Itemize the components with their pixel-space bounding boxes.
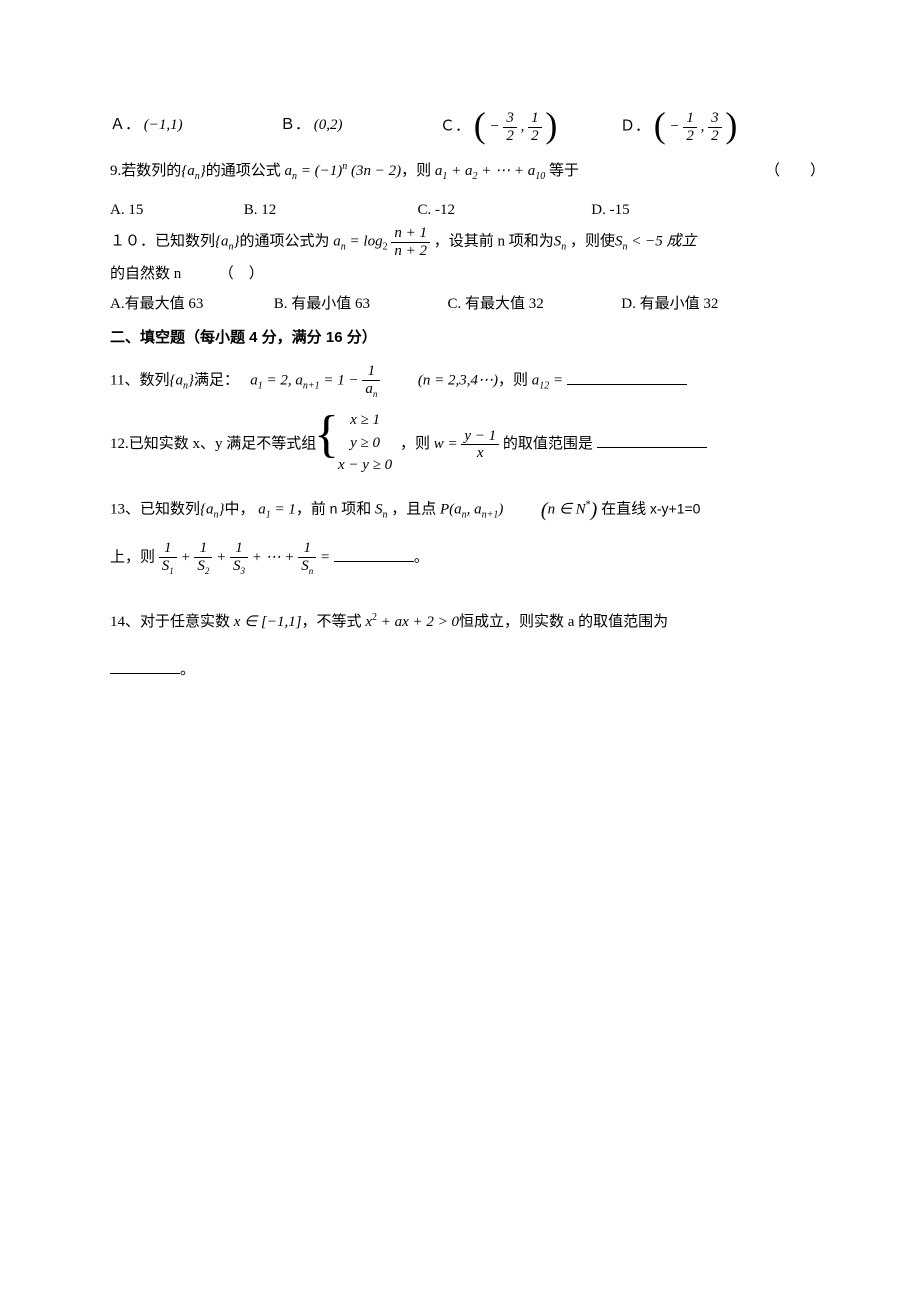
q14-line2: 。 (110, 655, 825, 685)
q10-line2: 的自然数 n （ ） (110, 259, 825, 289)
text: 9.若数列的 (110, 163, 181, 179)
q9: 9.若数列的{an}的通项公式 an = (−1)n (3n − 2)，则 a1… (110, 156, 825, 187)
paren-close: ) (545, 105, 557, 145)
opt-a: A.有最大值 63 (110, 289, 270, 319)
q13-line1: 13、已知数列{an}中， a1 = 1，前 n 项和 Sn ，且点 P(an,… (110, 490, 825, 530)
opt-c: C. 有最大值 32 (448, 289, 618, 319)
paren-open: ( (654, 105, 666, 145)
q13-line2: 上，则 1S1 + 1S2 + 1S3 + ⋯ + 1Sn = 。 (110, 540, 825, 576)
opt-a: A. 15 (110, 195, 240, 225)
label: Ｃ． (440, 118, 470, 134)
opt-d: D. 有最小值 32 (621, 289, 718, 319)
q11: 11、数列{an}满足： a1 = 2, an+1 = 1 − 1an (n =… (110, 363, 825, 399)
q9-options: A. 15 B. 12 C. -12 D. -15 (110, 195, 825, 225)
q14-line1: 14、对于任意实数 x ∈ [−1,1]，不等式 x2 + ax + 2 > 0… (110, 607, 825, 637)
opt-b: B. 12 (244, 195, 414, 225)
q8-opt-a: Ａ． (−1,1) (110, 110, 280, 144)
opt-c: C. -12 (418, 195, 588, 225)
label: Ｂ． (280, 117, 310, 133)
equation-system: { x ≥ 1 y ≥ 0 x − y ≥ 0 (324, 409, 392, 480)
answer-blank (567, 367, 687, 385)
q12: 12.已知实数 x、y 满足不等式组 { x ≥ 1 y ≥ 0 x − y ≥… (110, 409, 825, 480)
q10-line1: １０．已知数列{an}的通项公式为 an = log2 n + 1n + 2 ，… (110, 225, 825, 259)
value: (−1,1) (144, 117, 183, 133)
q8-options: Ａ． (−1,1) Ｂ． (0,2) Ｃ． ( − 32 , 12 ) Ｄ． (… (110, 110, 825, 144)
section2-heading: 二、填空题（每小题 4 分，满分 16 分） (110, 323, 825, 353)
label: Ａ． (110, 117, 140, 133)
paren-open: ( (474, 105, 486, 145)
answer-paren: （ ） (765, 156, 825, 186)
answer-blank (110, 656, 180, 674)
value: (0,2) (314, 117, 343, 133)
q8-opt-b: Ｂ． (0,2) (280, 110, 440, 144)
left-brace-icon: { (314, 409, 339, 480)
opt-d: D. -15 (591, 195, 629, 225)
paren-close: ) (725, 105, 737, 145)
q8-opt-c: Ｃ． ( − 32 , 12 ) (440, 110, 620, 144)
q10-options: A.有最大值 63 B. 有最小值 63 C. 有最大值 32 D. 有最小值 … (110, 289, 825, 319)
answer-blank (334, 545, 414, 563)
q8-opt-d: Ｄ． ( − 12 , 32 ) (620, 110, 737, 144)
opt-b: B. 有最小值 63 (274, 289, 444, 319)
answer-blank (597, 431, 707, 449)
label: Ｄ． (620, 118, 650, 134)
